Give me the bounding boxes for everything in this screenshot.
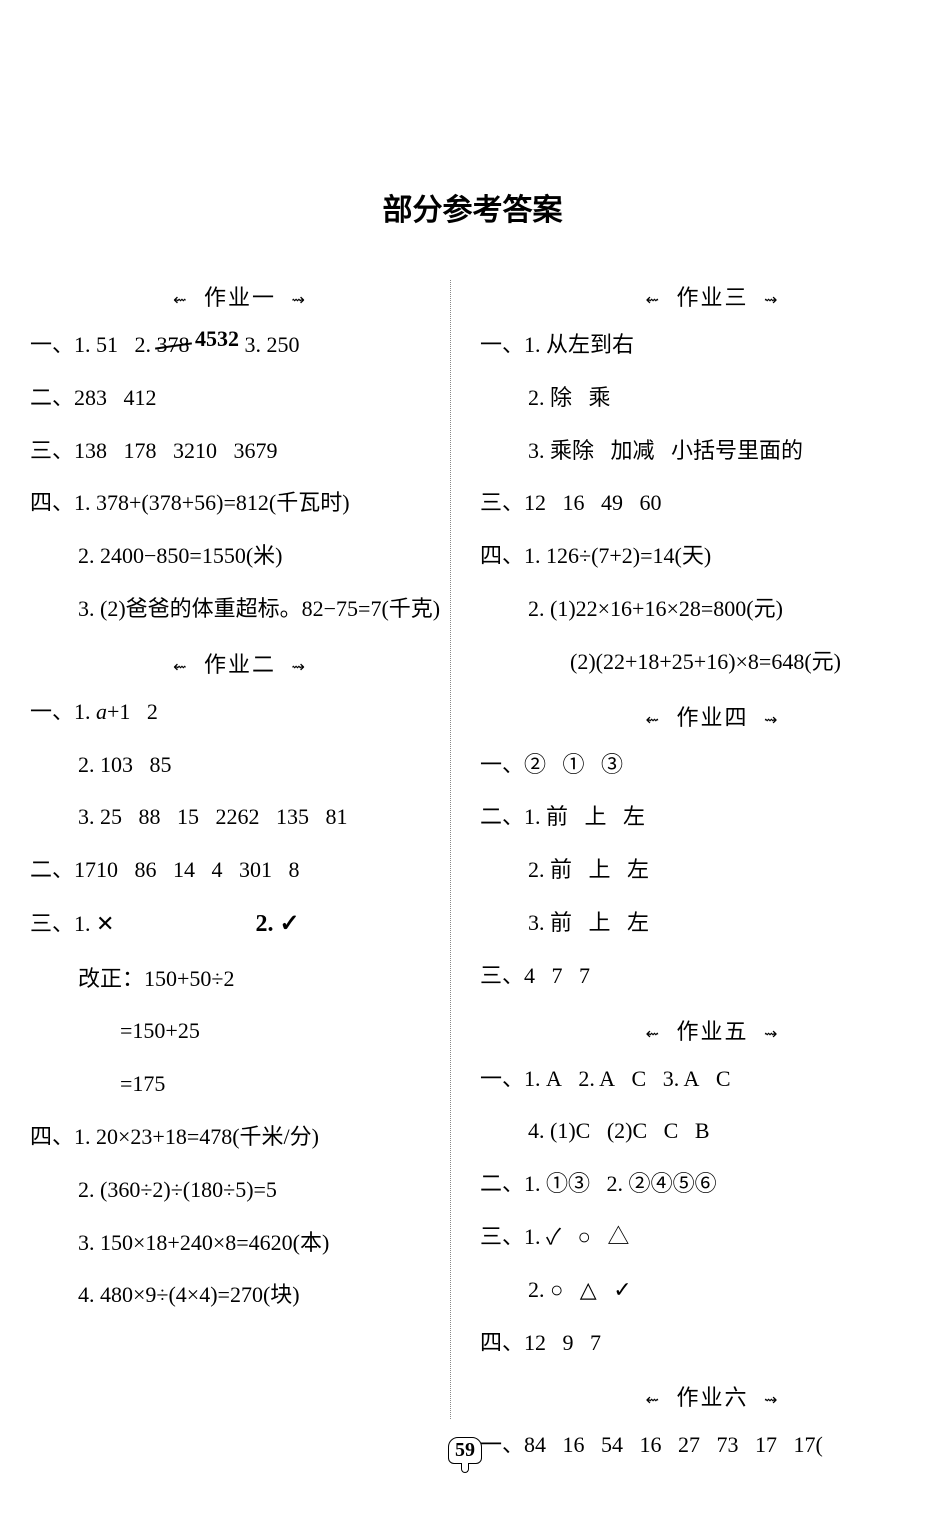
hw6-label: 作业六 (676, 1385, 748, 1410)
text: 2. (590, 1171, 629, 1196)
answer-line: 2. 前 上 左 (480, 855, 945, 886)
left-column: ⇜ 作业一 ⇝ 一、1. 51 2. 378 4532 3. 250 二、283… (30, 270, 460, 1439)
answer-line: 3. (2)爸爸的体重超标。82−75=7(千克) (30, 594, 450, 625)
arrow-icon: ⇝ (756, 1026, 787, 1043)
hw3-label: 作业三 (676, 285, 748, 310)
arrow-icon: ⇜ (638, 1392, 669, 1409)
arrow-icon: ⇝ (284, 659, 315, 676)
text: 一、1. (30, 699, 96, 724)
text: 三、1. ✕ (30, 911, 114, 936)
circled-number: ⑥ (695, 1171, 717, 1196)
arrow-icon: ⇜ (638, 712, 669, 729)
answer-line: 二、283 412 (30, 383, 450, 414)
answer-line: 四、1. 378+(378+56)=812(千瓦时) (30, 488, 450, 519)
hand-text: 4532 (195, 324, 239, 355)
answer-line: 2. ○ △ ✓ (480, 1275, 945, 1306)
page-number-box: 59 (448, 1437, 482, 1464)
text: 3. 250 (234, 332, 300, 357)
answer-line: 四、12 9 7 (480, 1328, 945, 1359)
text: 二、1. (480, 1171, 546, 1196)
answer-line: 一、84 16 54 16 27 73 17 17( (480, 1430, 945, 1461)
circled-number: ③ (601, 752, 623, 777)
page-root: 部分参考答案 ⇜ 作业一 ⇝ 一、1. 51 2. 378 4532 3. 25… (0, 0, 945, 1519)
text: 一、 (480, 752, 524, 777)
answer-line: 一、1. 51 2. 378 4532 3. 250 (30, 330, 450, 361)
italic-var: a (96, 699, 107, 724)
answer-line: 三、138 178 3210 3679 (30, 436, 450, 467)
page-number: 59 (448, 1437, 482, 1464)
hw6-header: ⇜ 作业六 ⇝ (480, 1380, 945, 1412)
hw5-label: 作业五 (676, 1019, 748, 1044)
answer-line: 4. 480×9÷(4×4)=270(块) (30, 1280, 450, 1311)
answer-line: 3. 前 上 左 (480, 908, 945, 939)
answer-line: 改正：150+50÷2 (30, 964, 450, 995)
circled-number: ② (524, 752, 546, 777)
text: 2. ✓ (255, 911, 299, 937)
answer-line: 三、12 16 49 60 (480, 488, 945, 519)
arrow-icon: ⇝ (756, 1392, 787, 1409)
answer-line: 一、② ① ③ (480, 750, 945, 781)
columns: ⇜ 作业一 ⇝ 一、1. 51 2. 378 4532 3. 250 二、283… (30, 270, 945, 1439)
text: 一、1. 51 2. (30, 332, 151, 357)
circled-number: ③ (568, 1171, 590, 1196)
hw2-header: ⇜ 作业二 ⇝ (30, 647, 450, 679)
arrow-icon: ⇝ (284, 292, 315, 309)
hw5-header: ⇜ 作业五 ⇝ (480, 1014, 945, 1046)
hw1-header: ⇜ 作业一 ⇝ (30, 280, 450, 312)
circled-number: ② (629, 1171, 651, 1196)
answer-line: 三、1. ✕ 2. ✓ (30, 908, 450, 942)
answer-line: 三、4 7 7 (480, 961, 945, 992)
circled-number: ① (546, 1171, 568, 1196)
answer-line: 2. (1)22×16+16×28=800(元) (480, 594, 945, 625)
circled-number: ④ (651, 1171, 673, 1196)
struck-text: 378 (157, 330, 190, 361)
page-number-value: 59 (455, 1439, 475, 1461)
handwritten-correction: 4532 (195, 330, 228, 361)
hw3-header: ⇜ 作业三 ⇝ (480, 280, 945, 312)
arrow-icon: ⇝ (756, 292, 787, 309)
answer-line: 一、1. 从左到右 (480, 330, 945, 361)
answer-line: 三、1. ✓ ○ △ (480, 1222, 945, 1253)
answer-line: =175 (30, 1069, 450, 1100)
hw2-label: 作业二 (204, 652, 276, 677)
arrow-icon: ⇜ (638, 292, 669, 309)
arrow-icon: ⇝ (756, 712, 787, 729)
answer-line: 二、1. ①③ 2. ②④⑤⑥ (480, 1169, 945, 1200)
circled-number: ⑤ (673, 1171, 695, 1196)
arrow-icon: ⇜ (165, 659, 196, 676)
answer-line: 二、1710 86 14 4 301 8 (30, 855, 450, 886)
answer-line: 3. 乘除 加减 小括号里面的 (480, 436, 945, 467)
mushroom-stem-icon (461, 1463, 469, 1473)
doc-title: 部分参考答案 (0, 185, 945, 229)
right-column: ⇜ 作业三 ⇝ 一、1. 从左到右 2. 除 乘 3. 乘除 加减 小括号里面的… (460, 270, 945, 1439)
answer-line: 二、1. 前 上 左 (480, 802, 945, 833)
hw4-label: 作业四 (676, 705, 748, 730)
text: +1 2 (107, 699, 158, 724)
hw4-header: ⇜ 作业四 ⇝ (480, 700, 945, 732)
answer-line: 一、1. A 2. A C 3. A C (480, 1064, 945, 1095)
answer-line: (2)(22+18+25+16)×8=648(元) (480, 647, 945, 678)
answer-line: 2. 2400−850=1550(米) (30, 541, 450, 572)
answer-line: 2. 103 85 (30, 750, 450, 781)
answer-line: 四、1. 20×23+18=478(千米/分) (30, 1122, 450, 1153)
arrow-icon: ⇜ (165, 292, 196, 309)
answer-line: 4. (1)C (2)C C B (480, 1116, 945, 1147)
circled-number: ① (563, 752, 585, 777)
answer-line: 2. (360÷2)÷(180÷5)=5 (30, 1175, 450, 1206)
answer-line: 一、1. a+1 2 (30, 697, 450, 728)
hw1-label: 作业一 (204, 285, 276, 310)
arrow-icon: ⇜ (638, 1026, 669, 1043)
answer-line: 2. 除 乘 (480, 383, 945, 414)
answer-line: =150+25 (30, 1016, 450, 1047)
answer-line: 3. 25 88 15 2262 135 81 (30, 802, 450, 833)
answer-line: 3. 150×18+240×8=4620(本) (30, 1228, 450, 1259)
answer-line: 四、1. 126÷(7+2)=14(天) (480, 541, 945, 572)
